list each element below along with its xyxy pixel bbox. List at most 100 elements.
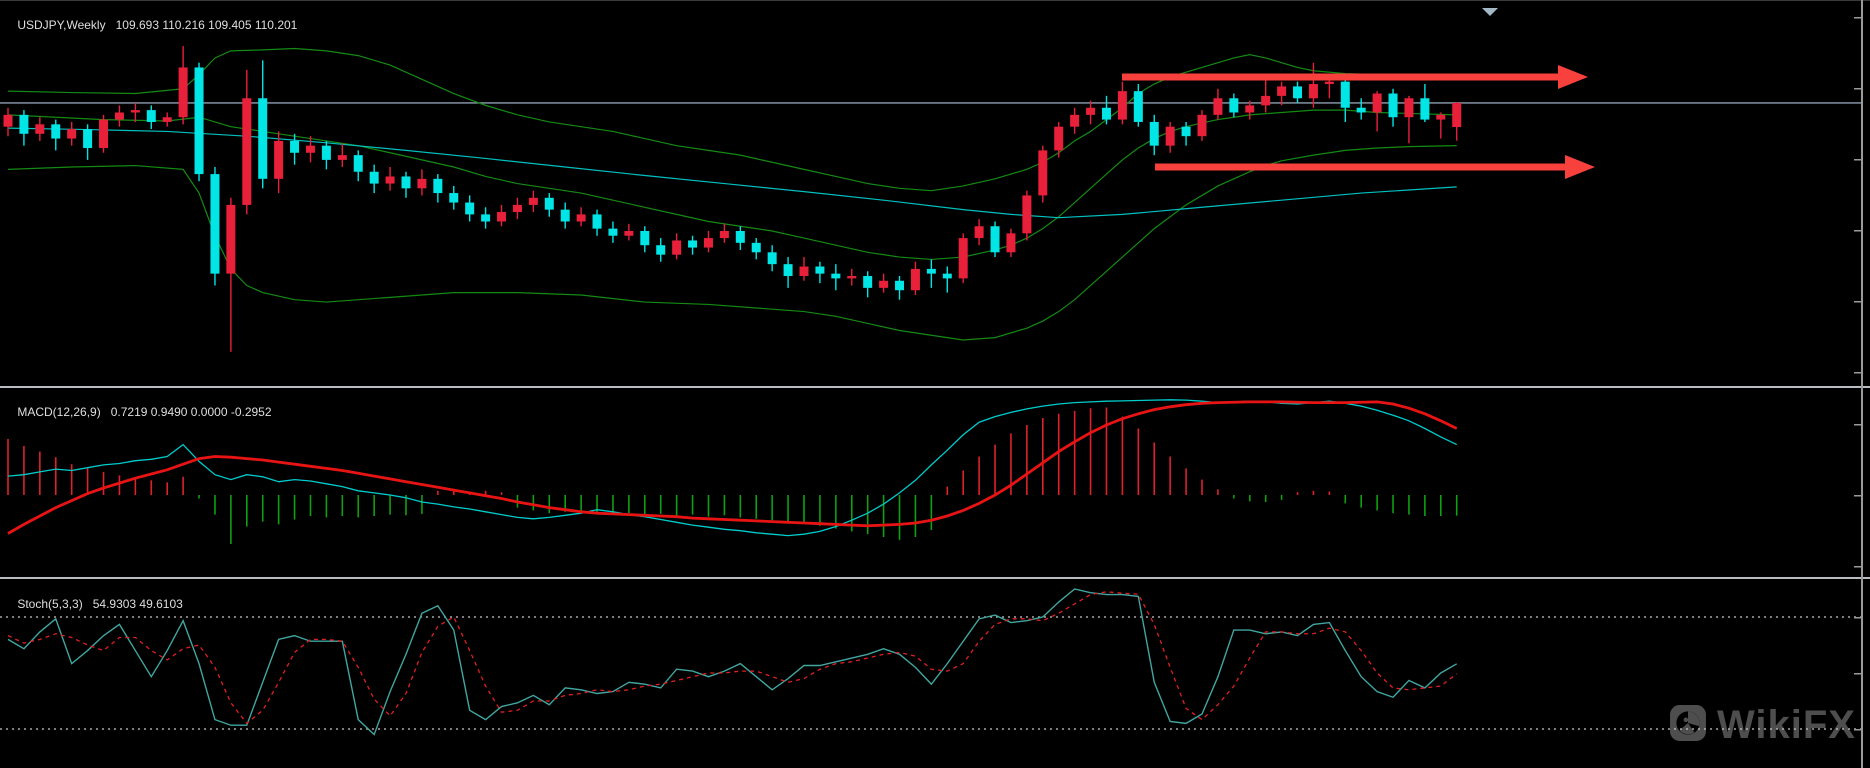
- bear-candle-body: [290, 140, 300, 153]
- bull-candle-body: [497, 212, 507, 222]
- bull-candle-body: [130, 110, 140, 113]
- bull-candle-body: [528, 197, 538, 205]
- bear-candle-body: [783, 264, 793, 277]
- bull-candle-body: [847, 276, 857, 279]
- price-scale-tick: [1854, 673, 1861, 675]
- candlesticks[interactable]: [3, 46, 1462, 352]
- price-scale-tick: [1854, 301, 1861, 303]
- bull-candle-body: [226, 204, 236, 274]
- bear-candle-body: [1356, 107, 1366, 113]
- price-scale-tick: [1854, 88, 1861, 90]
- stochastic-pane[interactable]: [0, 588, 1861, 736]
- stoch-d-line: [7, 591, 1458, 725]
- bear-candle-body: [863, 276, 873, 288]
- support-arrow: [1155, 155, 1595, 179]
- price-scale-tick: [1854, 729, 1861, 731]
- price-scale-tick: [1854, 17, 1861, 19]
- macd-name-text: MACD(12,26,9): [17, 405, 101, 419]
- bear-candle-body: [1293, 86, 1303, 99]
- bull-candle-body: [1372, 93, 1382, 113]
- price-scale-tick: [1854, 159, 1861, 161]
- bear-candle-body: [767, 252, 777, 265]
- bear-candle-body: [751, 242, 761, 253]
- stoch-label: Stoch(5,3,3) 54.9303 49.6103: [4, 583, 183, 625]
- bear-candle-body: [481, 214, 491, 222]
- bull-candle-body: [1404, 98, 1414, 118]
- bull-candle-body: [1324, 81, 1334, 85]
- bull-candle-body: [1213, 98, 1223, 115]
- bull-candle-body: [799, 266, 809, 277]
- macd-values-text: 0.7219 0.9490 0.0000 -0.2952: [110, 405, 272, 419]
- symbol-period-text: USDJPY,Weekly: [17, 18, 106, 32]
- bull-candle-body: [1261, 95, 1271, 106]
- price-scale-tick: [1854, 372, 1861, 374]
- bear-candle-body: [1181, 126, 1191, 137]
- bull-candle-body: [1245, 105, 1255, 113]
- bollinger-lower-line: [7, 145, 1457, 341]
- bull-candle-body: [242, 98, 252, 205]
- wikifx-watermark-text: WikiFX: [1717, 703, 1856, 747]
- chart-shift-marker-icon[interactable]: [1482, 8, 1498, 16]
- bollinger-upper-line: [7, 47, 1457, 192]
- bear-candle-body: [146, 110, 156, 122]
- bear-candle-body: [401, 176, 411, 189]
- stoch-k-line: [7, 588, 1458, 736]
- pane-separator[interactable]: [0, 386, 1870, 388]
- pane-separators[interactable]: [0, 386, 1870, 579]
- bull-candle-body: [417, 178, 427, 189]
- price-scale-tick: [1854, 424, 1861, 426]
- pane-separator[interactable]: [0, 577, 1870, 579]
- bear-candle-body: [688, 240, 698, 248]
- bear-candle-body: [608, 228, 618, 236]
- bull-candle-body: [305, 145, 315, 153]
- macd-histogram: [7, 407, 1458, 544]
- bull-candle-body: [114, 112, 124, 120]
- bull-candle-body: [1452, 102, 1462, 128]
- bear-candle-body: [353, 155, 363, 172]
- bull-candle-body: [274, 140, 284, 179]
- bear-candle-body: [83, 129, 93, 149]
- right-scale-border: [1854, 0, 1863, 768]
- bull-candle-body: [576, 214, 586, 222]
- main-price-pane[interactable]: [0, 8, 1861, 352]
- bear-candle-body: [194, 67, 204, 175]
- bear-candle-body: [735, 230, 745, 243]
- bear-candle-body: [544, 197, 554, 210]
- bull-candle-body: [35, 124, 45, 134]
- stoch-values-text: 54.9303 49.6103: [92, 597, 183, 611]
- bear-candle-body: [831, 273, 841, 279]
- bear-candle-body: [433, 178, 443, 194]
- bull-candle-body: [672, 240, 682, 255]
- bear-candle-body: [465, 202, 475, 215]
- bear-candle-body: [815, 266, 825, 274]
- bear-candle-body: [369, 171, 379, 184]
- bull-candle-body: [337, 155, 347, 160]
- bull-candle-body: [1165, 126, 1175, 146]
- bear-candle-body: [1420, 98, 1430, 120]
- bear-candle-body: [592, 214, 602, 229]
- bear-candle-body: [942, 273, 952, 279]
- bull-candle-body: [1022, 195, 1032, 234]
- bear-candle-body: [258, 98, 268, 179]
- macd-pane[interactable]: [7, 399, 1458, 544]
- bull-candle-body: [512, 204, 522, 213]
- bull-candle-body: [1054, 126, 1064, 151]
- price-scale-tick: [1854, 230, 1861, 232]
- bull-candle-body: [910, 268, 920, 291]
- bear-candle-body: [1340, 81, 1350, 108]
- price-scale-tick: [1854, 617, 1861, 619]
- bear-candle-body: [640, 230, 650, 246]
- bear-candle-body: [1388, 93, 1398, 118]
- slow-ma-line: [7, 127, 1457, 219]
- window-top-edge: [0, 0, 1870, 1]
- bull-candle-body: [1197, 114, 1207, 137]
- stoch-name-text: Stoch(5,3,3): [17, 597, 83, 611]
- bear-candle-body: [210, 174, 220, 274]
- bull-candle-body: [1006, 233, 1016, 253]
- bull-candle-body: [974, 226, 984, 239]
- macd-signal-line: [7, 400, 1458, 535]
- bear-candle-body: [990, 226, 1000, 253]
- bull-candle-body: [719, 230, 729, 239]
- bull-candle-body: [1070, 114, 1080, 127]
